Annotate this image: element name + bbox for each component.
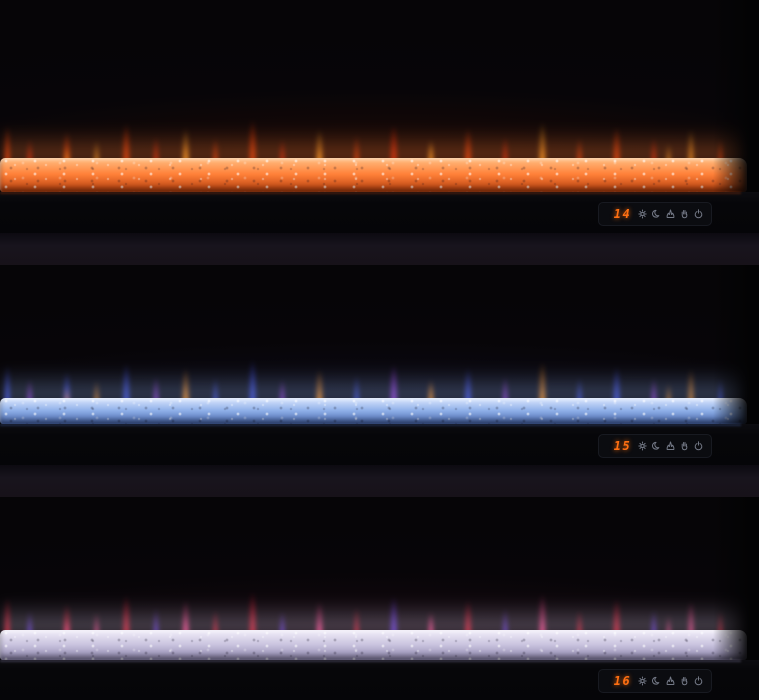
firebox [0, 0, 759, 164]
flame-color-button[interactable] [638, 676, 647, 686]
base-trim: 16 [0, 660, 759, 700]
sleep-timer-button[interactable] [652, 676, 661, 686]
sleep-timer-button[interactable] [652, 440, 661, 450]
flame-display [0, 64, 743, 164]
flame-icon [666, 208, 675, 218]
flame-color-button[interactable] [638, 440, 647, 450]
wall-gap [0, 465, 759, 497]
fireplace-unit-2: 15 [0, 265, 759, 465]
hand-icon [681, 677, 688, 686]
heat-setting-button[interactable] [680, 208, 689, 218]
flame-display [0, 324, 743, 404]
power-button[interactable] [694, 208, 703, 218]
sun-icon [638, 208, 647, 218]
heat-setting-button[interactable] [680, 440, 689, 450]
control-panel: 16 [598, 668, 712, 693]
heat-setting-button[interactable] [680, 676, 689, 686]
touch-controls [638, 676, 703, 686]
firebox [0, 497, 759, 636]
power-button[interactable] [694, 676, 703, 686]
base-trim: 15 [0, 424, 759, 465]
ember-glow [0, 600, 747, 634]
flame-effect-button[interactable] [666, 440, 675, 450]
crystal-ember-bed [0, 158, 747, 192]
sleep-timer-button[interactable] [652, 208, 661, 218]
fireplace-unit-1: 14 [0, 0, 759, 233]
firebox [0, 265, 759, 404]
crystal-ember-bed [0, 630, 747, 660]
base-trim: 14 [0, 192, 759, 233]
moon-icon [652, 209, 660, 218]
hand-icon [681, 209, 688, 218]
power-icon [694, 676, 703, 686]
ember-glow [0, 128, 747, 162]
flame-effect-button[interactable] [666, 208, 675, 218]
power-icon [694, 208, 703, 218]
temperature-display: 14 [613, 206, 632, 221]
moon-icon [652, 676, 660, 685]
fireplace-unit-3: 16 [0, 497, 759, 700]
flame-icon [666, 440, 675, 450]
flame-color-button[interactable] [638, 208, 647, 218]
hand-icon [681, 441, 688, 450]
power-button[interactable] [694, 440, 703, 450]
ember-glow [0, 368, 747, 402]
sun-icon [638, 440, 647, 450]
flame-display [0, 548, 743, 636]
touch-controls [638, 208, 703, 218]
temperature-display: 16 [613, 673, 632, 688]
control-panel: 15 [598, 433, 712, 458]
flame-icon [666, 676, 675, 686]
control-panel: 14 [598, 201, 712, 226]
power-icon [694, 440, 703, 450]
flame-effect-button[interactable] [666, 676, 675, 686]
temperature-display: 15 [613, 438, 632, 453]
sun-icon [638, 676, 647, 686]
crystal-ember-bed [0, 398, 747, 424]
touch-controls [638, 440, 703, 450]
moon-icon [652, 441, 660, 450]
wall-gap [0, 233, 759, 265]
